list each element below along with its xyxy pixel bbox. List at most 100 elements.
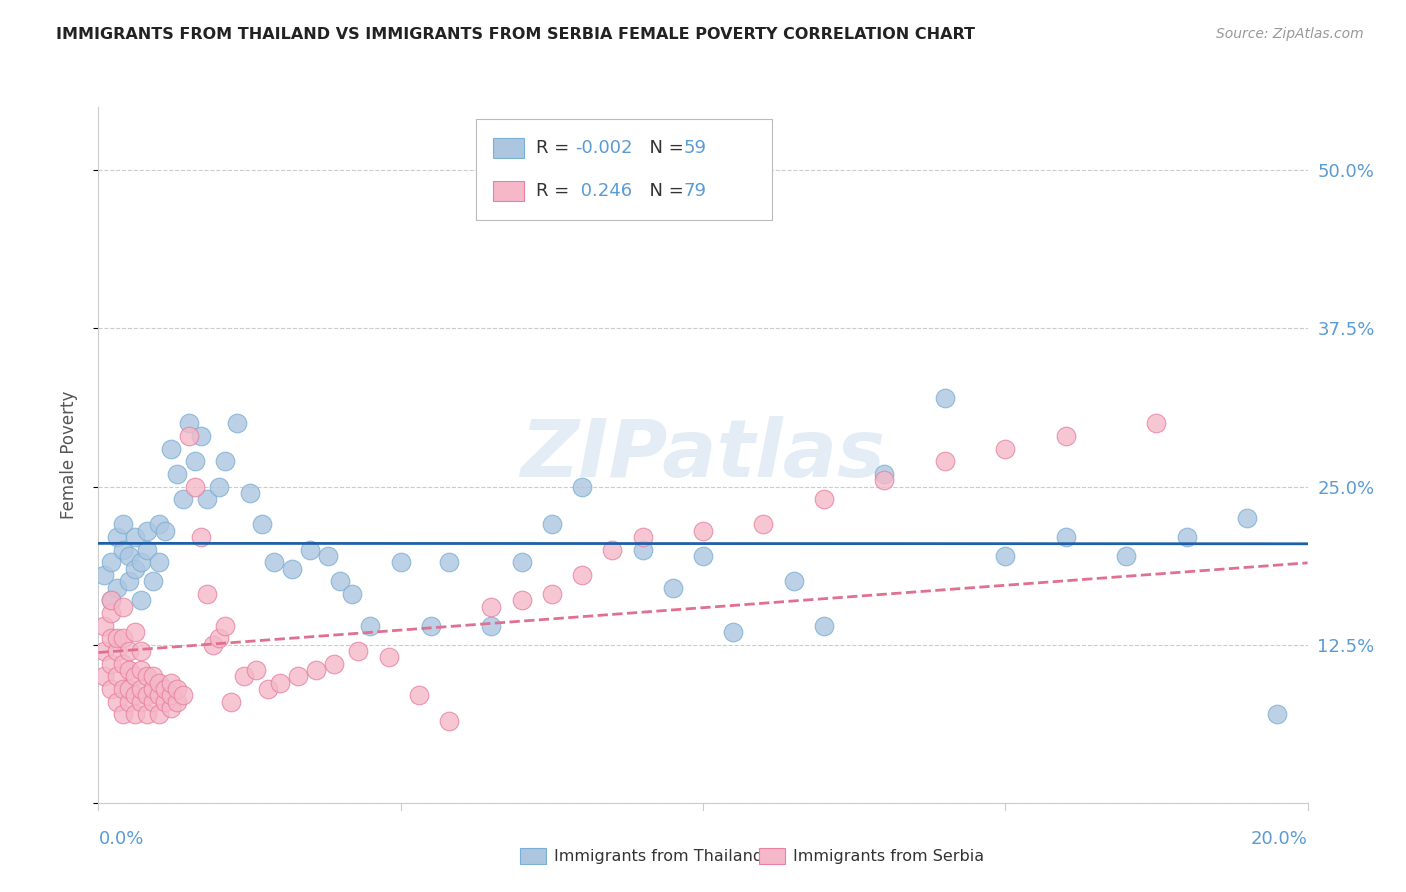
Point xyxy=(1236,511,1258,525)
Point xyxy=(190,429,212,443)
Text: 0.246: 0.246 xyxy=(575,182,633,200)
Point xyxy=(250,517,273,532)
Point xyxy=(602,542,624,557)
Point xyxy=(100,681,122,696)
Point xyxy=(172,492,194,507)
Point xyxy=(111,599,134,614)
Point xyxy=(232,669,254,683)
Point xyxy=(111,707,134,722)
Point xyxy=(153,524,176,538)
Point xyxy=(111,681,134,696)
Point xyxy=(783,574,806,589)
Point xyxy=(129,593,152,607)
Point xyxy=(160,675,183,690)
Point xyxy=(118,695,141,709)
Point xyxy=(142,574,165,589)
Point xyxy=(437,556,460,570)
Point xyxy=(160,442,183,456)
Point xyxy=(148,688,170,702)
Point xyxy=(287,669,309,683)
Point xyxy=(135,524,157,538)
Point xyxy=(1267,707,1289,722)
Point xyxy=(873,467,896,481)
Point xyxy=(202,638,225,652)
Point xyxy=(124,688,146,702)
Point xyxy=(105,644,128,658)
Point xyxy=(245,663,267,677)
Point xyxy=(166,467,188,481)
Point xyxy=(305,663,328,677)
Point xyxy=(93,618,115,632)
Point xyxy=(100,593,122,607)
Point xyxy=(329,574,352,589)
Point xyxy=(323,657,346,671)
Point xyxy=(631,542,654,557)
Point xyxy=(813,492,835,507)
Point xyxy=(129,681,152,696)
Point xyxy=(166,695,188,709)
Point xyxy=(281,562,304,576)
Point xyxy=(135,669,157,683)
Point xyxy=(111,632,134,646)
Text: N =: N = xyxy=(638,139,690,157)
Text: Immigrants from Thailand: Immigrants from Thailand xyxy=(554,849,763,863)
Point xyxy=(148,517,170,532)
Point xyxy=(692,524,714,538)
Point xyxy=(93,644,115,658)
Point xyxy=(994,549,1017,563)
Point xyxy=(934,391,956,405)
Point xyxy=(160,701,183,715)
Point xyxy=(105,581,128,595)
Point xyxy=(93,669,115,683)
Point xyxy=(100,632,122,646)
Point xyxy=(184,454,207,468)
Point xyxy=(148,675,170,690)
Point xyxy=(437,714,460,728)
Text: 59: 59 xyxy=(683,139,706,157)
Point xyxy=(1054,429,1077,443)
Point xyxy=(148,556,170,570)
Point xyxy=(481,618,503,632)
Point xyxy=(1054,530,1077,544)
Point xyxy=(269,675,291,690)
Point xyxy=(100,556,122,570)
Point xyxy=(124,562,146,576)
Point xyxy=(118,549,141,563)
Point xyxy=(1144,417,1167,431)
Point xyxy=(135,707,157,722)
Point xyxy=(111,657,134,671)
Point xyxy=(179,417,201,431)
Point xyxy=(377,650,399,665)
Point xyxy=(135,542,157,557)
Point xyxy=(124,707,146,722)
Text: 0.0%: 0.0% xyxy=(98,830,143,847)
Point xyxy=(118,663,141,677)
Point xyxy=(118,574,141,589)
Text: IMMIGRANTS FROM THAILAND VS IMMIGRANTS FROM SERBIA FEMALE POVERTY CORRELATION CH: IMMIGRANTS FROM THAILAND VS IMMIGRANTS F… xyxy=(56,27,976,42)
Point xyxy=(129,663,152,677)
Point xyxy=(184,479,207,493)
Text: Source: ZipAtlas.com: Source: ZipAtlas.com xyxy=(1216,27,1364,41)
Point xyxy=(135,688,157,702)
Point xyxy=(214,618,236,632)
Point xyxy=(142,695,165,709)
Point xyxy=(347,644,370,658)
Point xyxy=(389,556,412,570)
Point xyxy=(1115,549,1137,563)
Point xyxy=(118,644,141,658)
Point xyxy=(166,681,188,696)
Point xyxy=(813,618,835,632)
Text: R =: R = xyxy=(536,139,575,157)
Point xyxy=(226,417,249,431)
Point xyxy=(631,530,654,544)
Point xyxy=(105,632,128,646)
Point xyxy=(179,429,201,443)
Point xyxy=(190,530,212,544)
Point xyxy=(93,568,115,582)
Point xyxy=(142,669,165,683)
Text: ZIPatlas: ZIPatlas xyxy=(520,416,886,494)
Point xyxy=(571,568,593,582)
Point xyxy=(221,695,243,709)
Point xyxy=(153,695,176,709)
Point xyxy=(408,688,430,702)
